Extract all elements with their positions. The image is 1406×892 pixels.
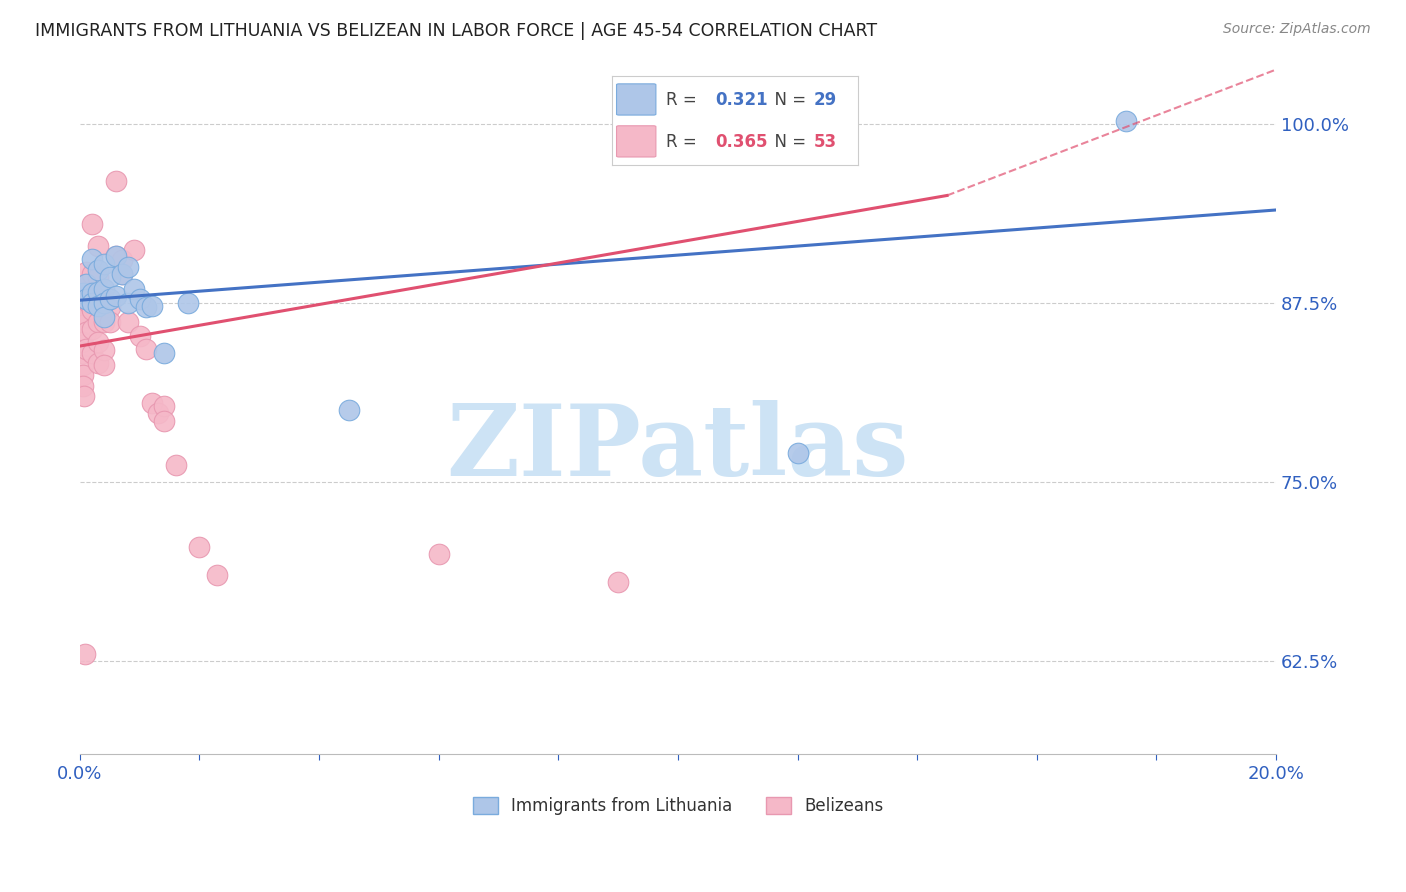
Point: [117, 260, 139, 275]
Text: 29: 29: [813, 91, 837, 109]
Point: [80, 286, 103, 301]
Text: 0.321: 0.321: [716, 91, 768, 109]
Point: [80, 322, 103, 336]
Point: [75, 292, 97, 306]
Point: [98, 315, 121, 329]
Point: [75, 325, 97, 339]
Point: [93, 282, 115, 296]
Text: N =: N =: [765, 91, 811, 109]
Point: [87, 263, 110, 277]
FancyBboxPatch shape: [617, 84, 655, 115]
Point: [117, 315, 139, 329]
Point: [80, 286, 103, 301]
Point: [72, 368, 94, 382]
Point: [75, 277, 97, 292]
Point: [80, 217, 103, 231]
Point: [93, 296, 115, 310]
Point: [73, 389, 96, 403]
Point: [70, 286, 93, 301]
Point: [135, 342, 157, 356]
Point: [72, 379, 94, 393]
Point: [73, 647, 96, 661]
Point: [93, 343, 115, 358]
Point: [135, 301, 157, 315]
Point: [104, 174, 127, 188]
Point: [188, 540, 211, 554]
Point: [104, 249, 127, 263]
Point: [337, 403, 360, 417]
Point: [117, 296, 139, 310]
Point: [111, 268, 134, 282]
Text: 0.365: 0.365: [716, 133, 768, 151]
Point: [207, 568, 229, 582]
Point: [93, 315, 115, 329]
Point: [87, 356, 110, 370]
Point: [87, 315, 110, 329]
Point: [104, 289, 127, 303]
Text: IMMIGRANTS FROM LITHUANIA VS BELIZEAN IN LABOR FORCE | AGE 45-54 CORRELATION CHA: IMMIGRANTS FROM LITHUANIA VS BELIZEAN IN…: [35, 22, 877, 40]
Point: [128, 329, 150, 343]
Point: [75, 277, 97, 292]
Point: [87, 299, 110, 313]
Point: [80, 252, 103, 266]
Point: [72, 334, 94, 349]
Point: [152, 346, 174, 360]
Point: [87, 285, 110, 299]
Point: [111, 268, 134, 282]
Point: [93, 257, 115, 271]
Point: [122, 243, 145, 257]
Point: [607, 575, 630, 590]
Point: [176, 296, 198, 310]
Point: [87, 239, 110, 253]
Point: [70, 306, 93, 320]
Point: [80, 303, 103, 318]
Legend: Immigrants from Lithuania, Belizeans: Immigrants from Lithuania, Belizeans: [472, 797, 883, 815]
Point: [98, 292, 121, 306]
Point: [165, 458, 187, 472]
Text: ZIPatlas: ZIPatlas: [447, 401, 910, 497]
Point: [146, 406, 169, 420]
Point: [427, 547, 450, 561]
Point: [72, 346, 94, 360]
Text: R =: R =: [666, 133, 702, 151]
Point: [80, 346, 103, 360]
Point: [141, 299, 163, 313]
Point: [80, 268, 103, 282]
Point: [141, 396, 163, 410]
Point: [70, 296, 93, 310]
Point: [98, 301, 121, 315]
Point: [77, 296, 100, 310]
Point: [122, 282, 145, 296]
Point: [75, 264, 97, 278]
Point: [104, 249, 127, 263]
Point: [93, 310, 115, 325]
Point: [87, 292, 110, 306]
Text: N =: N =: [765, 133, 811, 151]
Point: [72, 318, 94, 332]
Text: 53: 53: [813, 133, 837, 151]
Point: [152, 413, 174, 427]
Text: Source: ZipAtlas.com: Source: ZipAtlas.com: [1223, 22, 1371, 37]
Point: [87, 270, 110, 285]
Point: [152, 399, 174, 413]
Point: [786, 446, 808, 460]
Point: [72, 286, 94, 301]
Text: R =: R =: [666, 91, 702, 109]
Point: [75, 310, 97, 325]
Point: [111, 253, 134, 268]
Point: [75, 292, 97, 306]
Point: [72, 358, 94, 372]
Point: [80, 296, 103, 310]
Point: [1115, 114, 1137, 128]
Point: [87, 334, 110, 349]
Point: [98, 270, 121, 285]
Point: [93, 358, 115, 372]
Point: [128, 292, 150, 306]
FancyBboxPatch shape: [617, 126, 655, 157]
Point: [93, 292, 115, 306]
Point: [75, 342, 97, 356]
